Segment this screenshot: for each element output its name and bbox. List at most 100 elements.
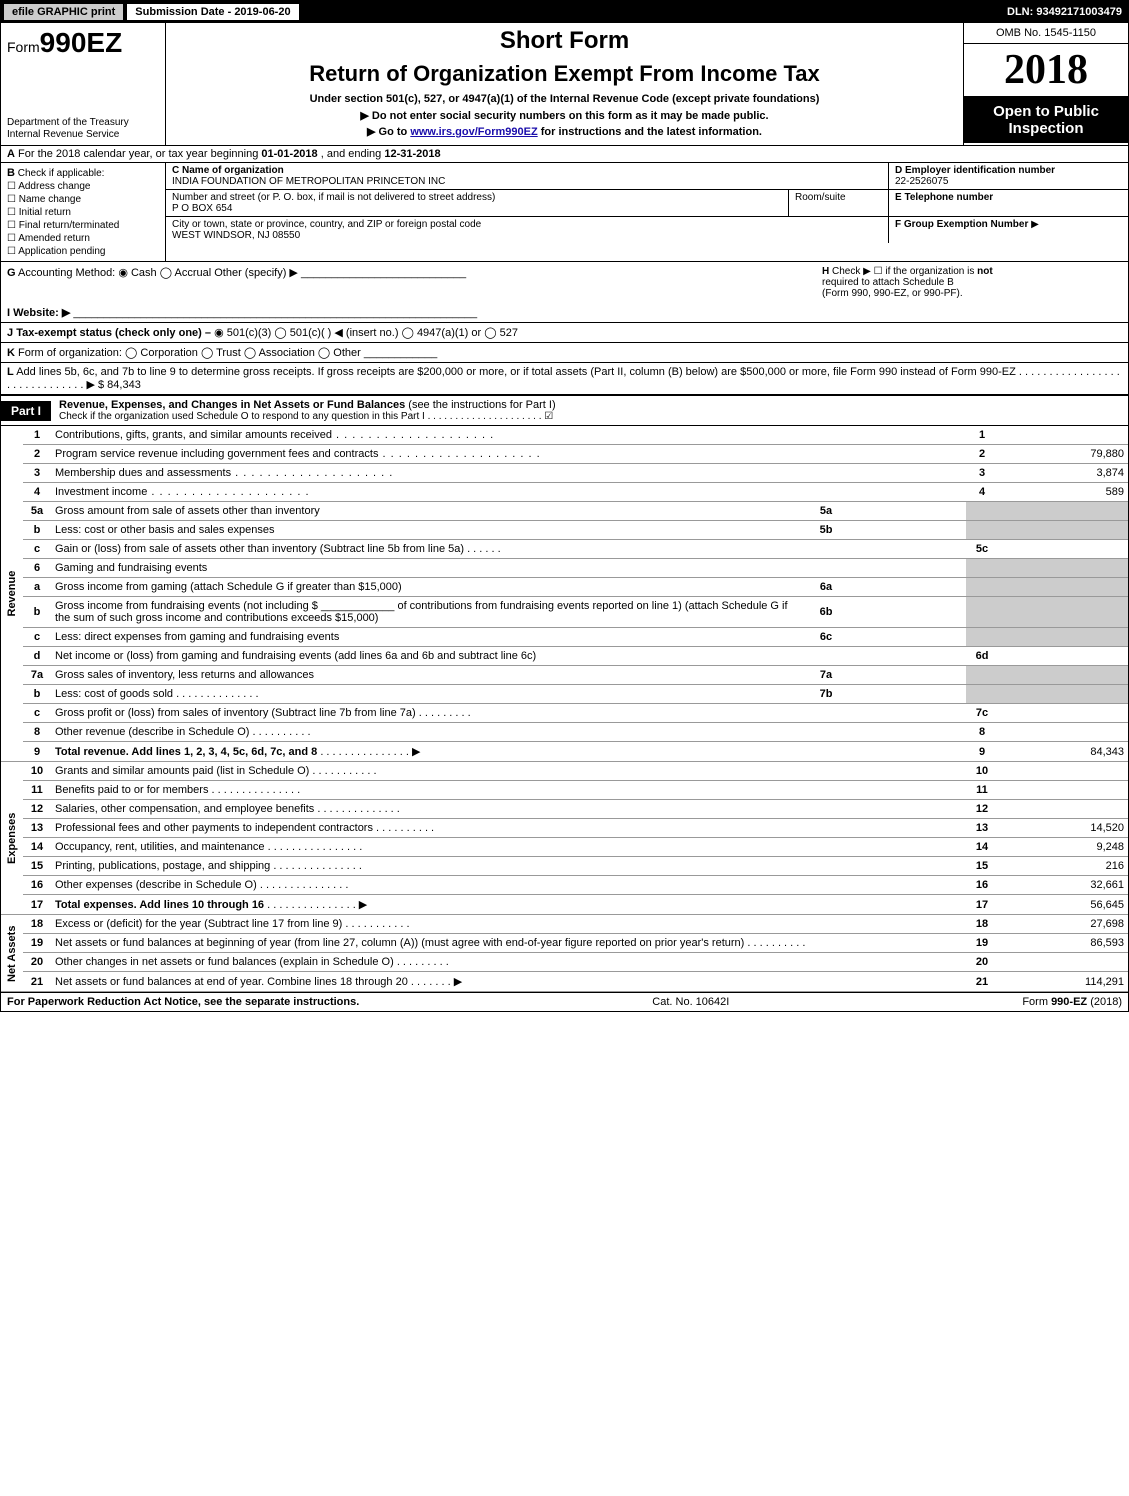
- line-9-amt: 84,343: [998, 742, 1128, 762]
- line-7b-mid: 7b: [806, 685, 846, 704]
- table-row: 6 Gaming and fundraising events: [1, 559, 1128, 578]
- table-row: b Less: cost or other basis and sales ex…: [1, 521, 1128, 540]
- g-text: Accounting Method:: [18, 267, 115, 279]
- line-6c-amt-shade: [998, 628, 1128, 647]
- line-16-amt: 32,661: [998, 876, 1128, 895]
- l-arrow: ▶: [86, 379, 94, 391]
- line-5a-mid: 5a: [806, 502, 846, 521]
- label-j: J: [7, 327, 13, 339]
- form-subcaption: Under section 501(c), 527, or 4947(a)(1)…: [172, 93, 957, 105]
- tax-year: 2018: [964, 44, 1128, 97]
- g-accounting-method: G Accounting Method: Cash Accrual Other …: [7, 266, 822, 299]
- g-other: Other (specify) ▶: [214, 267, 298, 279]
- d-heading: Employer identification number: [905, 165, 1055, 176]
- line-5a-amt-shade: [998, 502, 1128, 521]
- line-1-box: 1: [966, 426, 998, 445]
- radio-association[interactable]: Association: [244, 347, 315, 359]
- h-schedule-b: H Check ▶ if the organization is not req…: [822, 266, 1122, 299]
- line-3-amt: 3,874: [998, 464, 1128, 483]
- line-6d-desc: Net income or (loss) from gaming and fun…: [51, 647, 966, 666]
- line-3-desc: Membership dues and assessments: [51, 464, 966, 483]
- j-text: Tax-exempt status (check only one) –: [16, 327, 211, 339]
- line-5c-box: 5c: [966, 540, 998, 559]
- line-6d-amt: [998, 647, 1128, 666]
- entity-info-block: B Check if applicable: Address change Na…: [1, 163, 1128, 262]
- line-7a-desc: Gross sales of inventory, less returns a…: [51, 666, 806, 685]
- radio-527[interactable]: 527: [484, 327, 518, 339]
- part-1-sub1: (see the instructions for Part I): [408, 399, 555, 411]
- table-row: 14 Occupancy, rent, utilities, and maint…: [1, 838, 1128, 857]
- label-e: E: [895, 192, 902, 203]
- row-a: A For the 2018 calendar year, or tax yea…: [1, 146, 1128, 163]
- h-text4: (Form 990, 990-EZ, or 990-PF).: [822, 288, 963, 299]
- line-7a-mid: 7a: [806, 666, 846, 685]
- chk-amended-return[interactable]: Amended return: [7, 233, 159, 244]
- table-row: 11 Benefits paid to or for members . . .…: [1, 781, 1128, 800]
- chk-initial-return[interactable]: Initial return: [7, 207, 159, 218]
- radio-corporation[interactable]: Corporation: [125, 347, 198, 359]
- line-7b-box-shade: [966, 685, 998, 704]
- table-row: 9 Total revenue. Add lines 1, 2, 3, 4, 5…: [1, 742, 1128, 762]
- chk-name-change[interactable]: Name change: [7, 194, 159, 205]
- line-19-box: 19: [966, 934, 998, 953]
- header-right: OMB No. 1545-1150 2018 Open to Public In…: [963, 23, 1128, 145]
- line-18-num: 18: [23, 915, 51, 934]
- radio-cash[interactable]: Cash: [118, 267, 156, 279]
- irs-link[interactable]: www.irs.gov/Form990EZ: [410, 126, 537, 138]
- table-row: 16 Other expenses (describe in Schedule …: [1, 876, 1128, 895]
- line-7a-midval: [846, 666, 966, 685]
- line-21-desc: Net assets or fund balances at end of ye…: [51, 972, 966, 992]
- l-text: Add lines 5b, 6c, and 7b to line 9 to de…: [16, 366, 1016, 378]
- table-row: a Gross income from gaming (attach Sched…: [1, 578, 1128, 597]
- line-16-box: 16: [966, 876, 998, 895]
- j-tax-exempt-row: J Tax-exempt status (check only one) – 5…: [1, 322, 1128, 342]
- radio-501c3[interactable]: 501(c)(3): [214, 327, 271, 339]
- chk-final-return[interactable]: Final return/terminated: [7, 220, 159, 231]
- line-5a-desc: Gross amount from sale of assets other t…: [51, 502, 806, 521]
- line-6-num: 6: [23, 559, 51, 578]
- instr2-post: for instructions and the latest informat…: [538, 126, 762, 138]
- street-cell: Number and street (or P. O. box, if mail…: [166, 190, 788, 216]
- table-row: c Gain or (loss) from sale of assets oth…: [1, 540, 1128, 559]
- line-5b-mid: 5b: [806, 521, 846, 540]
- chk-schedule-b[interactable]: [874, 266, 886, 277]
- efile-print-button[interactable]: efile GRAPHIC print: [4, 4, 123, 20]
- line-2-desc: Program service revenue including govern…: [51, 445, 966, 464]
- line-6a-num: a: [23, 578, 51, 597]
- l-amount: $ 84,343: [98, 379, 141, 391]
- col-cde: C Name of organization INDIA FOUNDATION …: [166, 163, 1128, 261]
- label-b: B: [7, 167, 15, 179]
- table-row: d Net income or (loss) from gaming and f…: [1, 647, 1128, 666]
- line-2-amt: 79,880: [998, 445, 1128, 464]
- chk-address-change[interactable]: Address change: [7, 181, 159, 192]
- line-13-amt: 14,520: [998, 819, 1128, 838]
- part-1-title: Revenue, Expenses, and Changes in Net As…: [59, 399, 405, 411]
- table-row: 3 Membership dues and assessments 3 3,87…: [1, 464, 1128, 483]
- line-12-desc: Salaries, other compensation, and employ…: [51, 800, 966, 819]
- org-name: INDIA FOUNDATION OF METROPOLITAN PRINCET…: [172, 176, 445, 187]
- radio-4947a1[interactable]: 4947(a)(1) or: [402, 327, 482, 339]
- room-cell: Room/suite: [788, 190, 888, 216]
- header-left: Form990EZ Department of the Treasury Int…: [1, 23, 166, 145]
- line-19-amt: 86,593: [998, 934, 1128, 953]
- top-bar: efile GRAPHIC print Submission Date - 20…: [1, 1, 1128, 23]
- line-10-desc: Grants and similar amounts paid (list in…: [51, 762, 966, 781]
- line-10-num: 10: [23, 762, 51, 781]
- radio-trust[interactable]: Trust: [201, 347, 241, 359]
- line-7b-num: b: [23, 685, 51, 704]
- line-5b-amt-shade: [998, 521, 1128, 540]
- line-6b-midval: [846, 597, 966, 628]
- radio-other-org[interactable]: Other: [318, 347, 361, 359]
- chk-application-pending[interactable]: Application pending: [7, 246, 159, 257]
- submission-date: Submission Date - 2019-06-20: [127, 4, 298, 20]
- radio-501c[interactable]: 501(c)( ) ◀ (insert no.): [274, 327, 398, 339]
- h-text2: if the organization is: [885, 266, 974, 277]
- line-7b-midval: [846, 685, 966, 704]
- table-row: b Less: cost of goods sold . . . . . . .…: [1, 685, 1128, 704]
- radio-accrual[interactable]: Accrual: [160, 267, 211, 279]
- table-row: b Gross income from fundraising events (…: [1, 597, 1128, 628]
- line-6a-midval: [846, 578, 966, 597]
- line-15-desc: Printing, publications, postage, and shi…: [51, 857, 966, 876]
- line-5a-box-shade: [966, 502, 998, 521]
- open-public-2: Inspection: [966, 120, 1126, 137]
